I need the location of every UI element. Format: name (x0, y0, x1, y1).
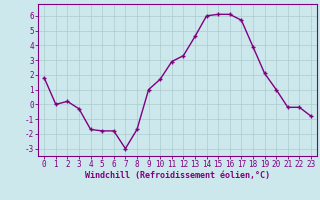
X-axis label: Windchill (Refroidissement éolien,°C): Windchill (Refroidissement éolien,°C) (85, 171, 270, 180)
